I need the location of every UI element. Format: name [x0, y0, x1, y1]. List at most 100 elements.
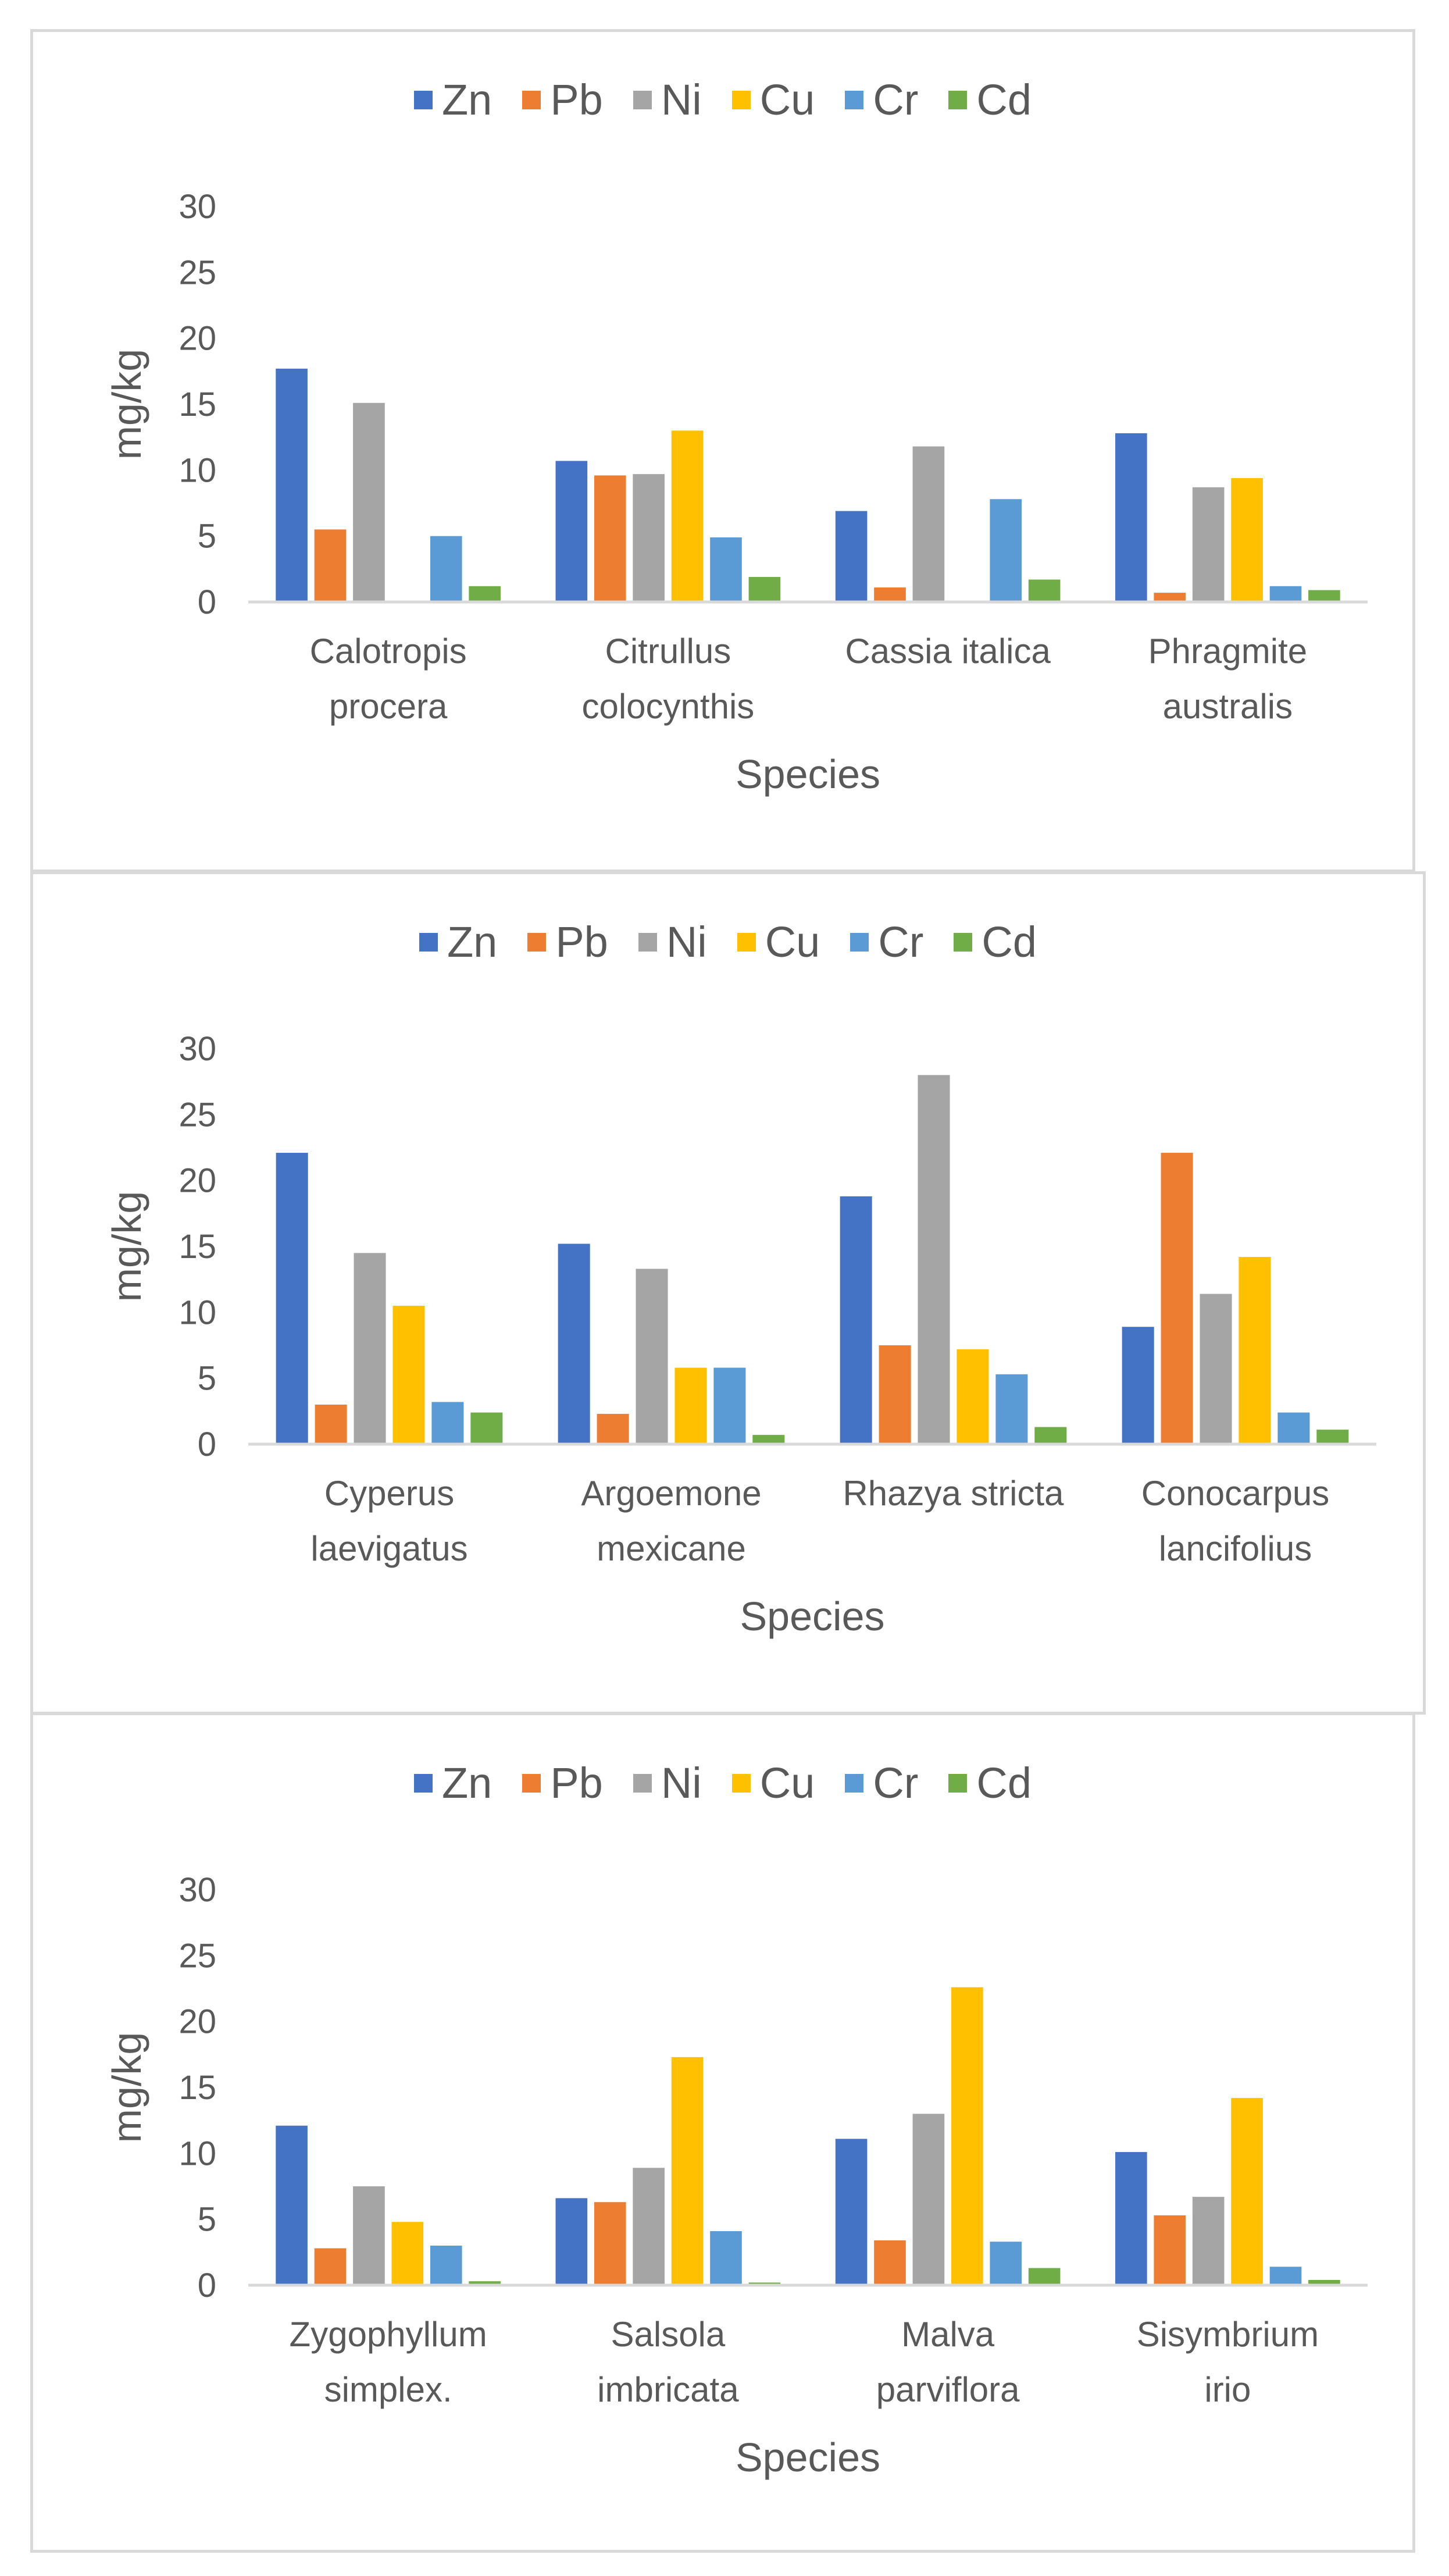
y-axis-title: mg/kg	[104, 1191, 149, 1302]
bar-cr	[990, 2242, 1022, 2285]
x-category-label: procera	[329, 687, 448, 726]
legend-swatch	[522, 91, 541, 109]
y-tick-label: 0	[198, 583, 216, 621]
chart-legend: Zn Pb Ni Cu Cr Cd	[33, 1762, 1412, 1805]
legend-item-zn: Zn	[413, 1762, 492, 1805]
y-tick-label: 0	[198, 1426, 216, 1463]
legend-swatch	[419, 933, 438, 952]
legend-swatch	[845, 1774, 864, 1793]
y-tick-label: 20	[179, 320, 216, 358]
legend-label: Ni	[661, 1759, 702, 1807]
bar-pb	[874, 587, 906, 602]
y-tick-label: 25	[179, 254, 216, 291]
bar-ni	[354, 1253, 386, 1444]
bar-cu	[1231, 478, 1263, 602]
bar-cd	[752, 1435, 785, 1444]
bar-zn	[840, 1196, 872, 1444]
bar-cd	[1034, 1427, 1067, 1444]
bar-zn	[835, 2139, 868, 2285]
bar-cd	[470, 1412, 503, 1444]
y-tick-label: 15	[179, 2069, 216, 2107]
bar-cr	[710, 537, 742, 602]
x-category-label: Salsola	[611, 2315, 725, 2354]
legend-item-cd: Cd	[948, 79, 1032, 122]
legend-label: Ni	[666, 918, 707, 966]
legend-label: Pb	[550, 76, 603, 124]
y-tick-label: 10	[179, 1294, 216, 1331]
legend-item-ni: Ni	[638, 921, 707, 964]
x-category-label: Citrullus	[605, 632, 731, 671]
legend-item-pb: Pb	[522, 79, 603, 122]
bar-cr	[1269, 2267, 1302, 2285]
bar-zn	[1115, 433, 1147, 602]
bar-cr	[1277, 1412, 1310, 1444]
x-category-label: Cyperus	[324, 1474, 454, 1513]
legend-swatch	[850, 933, 869, 952]
legend-swatch	[948, 91, 968, 109]
bar-cu	[951, 1987, 983, 2285]
x-axis-title: Species	[740, 1594, 884, 1639]
bar-pb	[874, 2240, 906, 2285]
legend-label: Cr	[873, 1759, 919, 1807]
legend-swatch	[633, 1774, 652, 1793]
x-category-label: imbricata	[597, 2370, 739, 2409]
x-category-label: Zygophyllum	[290, 2315, 487, 2354]
bar-pb	[594, 475, 626, 602]
y-tick-label: 30	[179, 1030, 216, 1068]
x-category-label: Argoemone	[581, 1474, 761, 1513]
bar-ni	[918, 1075, 950, 1444]
bar-cd	[1308, 590, 1340, 602]
bar-cu	[1239, 1257, 1271, 1444]
y-tick-label: 10	[179, 451, 216, 489]
bar-zn	[555, 461, 588, 602]
bar-cu	[1231, 2098, 1263, 2285]
bar-cu	[392, 1306, 425, 1444]
bar-pb	[314, 2248, 347, 2285]
bar-ni	[1192, 2197, 1225, 2285]
y-tick-label: 5	[198, 1360, 216, 1398]
x-category-label: parviflora	[876, 2370, 1020, 2409]
legend-item-cr: Cr	[845, 79, 918, 122]
bar-cr	[713, 1367, 746, 1444]
y-axis-title: mg/kg	[104, 2032, 149, 2143]
y-tick-label: 30	[179, 1871, 216, 1909]
chart-plot: 0 5 10 15 20 25 30 Calotropis procera Citrullus co…	[104, 188, 1368, 797]
chart-panel-3: Zn Pb Ni Cu Cr Cd 0 5 10 15 20 25 30 Zygophyllum simp…	[30, 1712, 1415, 2553]
bar-ni	[633, 2168, 665, 2285]
x-category-label: Conocarpus	[1141, 1474, 1330, 1513]
x-category-label: mexicane	[597, 1529, 746, 1568]
legend-swatch	[413, 1774, 433, 1793]
bar-pb	[1154, 2215, 1186, 2285]
bar-zn	[276, 2125, 308, 2285]
bar-ni	[353, 402, 385, 602]
legend-item-cd: Cd	[954, 921, 1037, 964]
bar-cu	[674, 1367, 707, 1444]
x-category-label: Phragmite	[1148, 632, 1307, 671]
legend-label: Cd	[976, 1759, 1032, 1807]
bar-zn	[1122, 1327, 1154, 1444]
legend-swatch	[633, 91, 652, 109]
legend-label: Ni	[661, 76, 702, 124]
chart-legend: Zn Pb Ni Cu Cr Cd	[33, 921, 1423, 964]
legend-item-cr: Cr	[845, 1762, 918, 1805]
legend-item-cd: Cd	[948, 1762, 1032, 1805]
legend-swatch	[522, 1774, 541, 1793]
x-category-label: lancifolius	[1159, 1529, 1312, 1568]
bar-zn	[558, 1244, 590, 1444]
chart-legend: Zn Pb Ni Cu Cr Cd	[33, 79, 1412, 122]
x-category-label: Rhazya stricta	[843, 1474, 1064, 1513]
legend-label: Pb	[555, 918, 608, 966]
legend-item-ni: Ni	[633, 79, 702, 122]
legend-swatch	[527, 933, 547, 952]
bar-cu	[957, 1349, 989, 1444]
legend-label: Zn	[447, 918, 498, 966]
bar-cd	[1028, 579, 1061, 602]
bar-ni	[912, 2114, 945, 2285]
x-axis-title: Species	[736, 751, 880, 797]
legend-swatch	[413, 91, 433, 109]
bar-ni	[633, 474, 665, 602]
legend-item-pb: Pb	[527, 921, 608, 964]
bar-ni	[1200, 1294, 1232, 1444]
x-category-label: Malva	[901, 2315, 995, 2354]
bar-cd	[1028, 2268, 1061, 2285]
